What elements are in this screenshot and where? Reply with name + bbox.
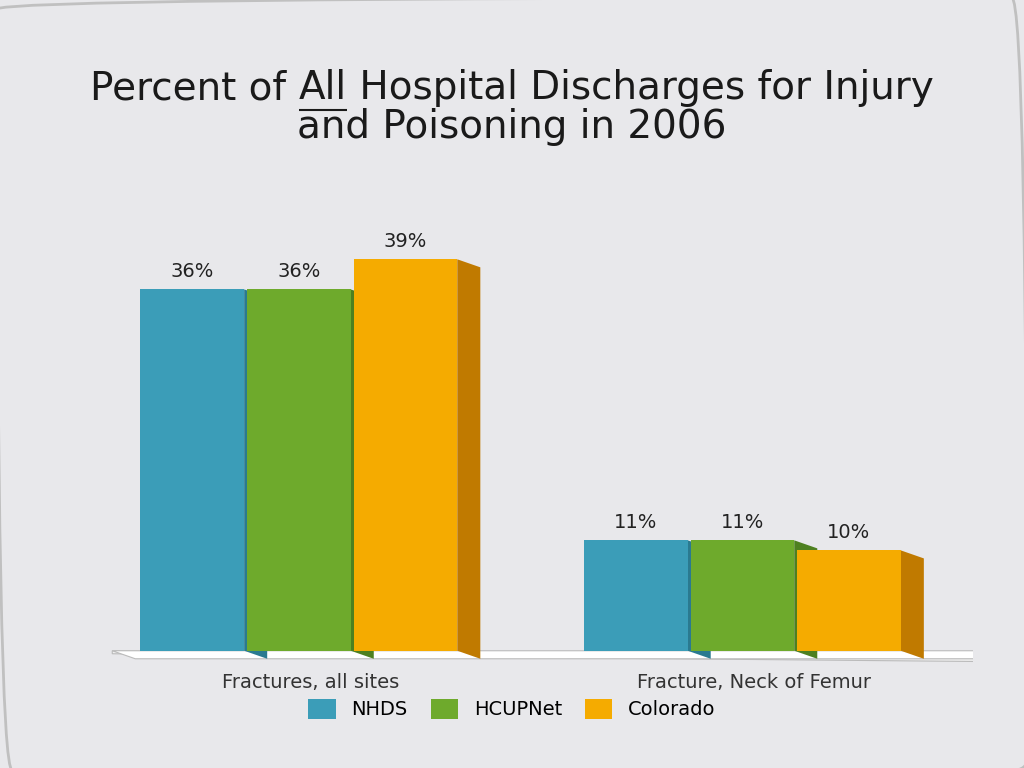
Polygon shape xyxy=(113,650,1010,662)
Text: All: All xyxy=(299,69,347,108)
Text: 11%: 11% xyxy=(614,513,657,532)
Text: 39%: 39% xyxy=(384,232,427,251)
Polygon shape xyxy=(244,290,267,659)
Polygon shape xyxy=(247,290,350,650)
Text: Fractures, all sites: Fractures, all sites xyxy=(222,673,399,692)
Text: 36%: 36% xyxy=(171,263,214,281)
Polygon shape xyxy=(688,541,711,659)
Text: Fracture, Neck of Femur: Fracture, Neck of Femur xyxy=(637,673,871,692)
Polygon shape xyxy=(797,551,901,650)
Legend: NHDS, HCUPNet, Colorado: NHDS, HCUPNet, Colorado xyxy=(301,691,723,727)
Polygon shape xyxy=(584,541,688,650)
Polygon shape xyxy=(113,650,1010,659)
Polygon shape xyxy=(350,290,374,659)
Text: Hospital Discharges for Injury: Hospital Discharges for Injury xyxy=(347,69,934,108)
Polygon shape xyxy=(458,260,480,659)
Text: 10%: 10% xyxy=(827,523,870,542)
Polygon shape xyxy=(901,551,924,659)
Text: 36%: 36% xyxy=(278,263,321,281)
Polygon shape xyxy=(795,541,817,659)
Text: 11%: 11% xyxy=(721,513,764,532)
Text: Percent of: Percent of xyxy=(90,69,299,108)
Polygon shape xyxy=(353,260,458,650)
Polygon shape xyxy=(140,290,244,650)
Polygon shape xyxy=(690,541,795,650)
Text: and Poisoning in 2006: and Poisoning in 2006 xyxy=(297,108,727,146)
